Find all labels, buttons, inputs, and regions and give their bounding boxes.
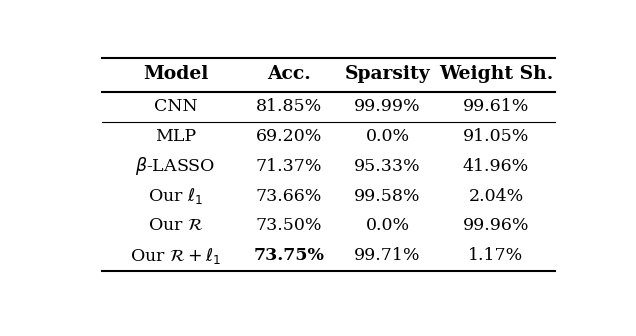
Text: 73.66%: 73.66% [256, 188, 322, 205]
Text: 73.75%: 73.75% [254, 247, 324, 264]
Text: 81.85%: 81.85% [256, 98, 322, 116]
Text: 99.71%: 99.71% [354, 247, 421, 264]
Text: Weight Sh.: Weight Sh. [439, 65, 553, 83]
Text: 95.33%: 95.33% [354, 158, 421, 175]
Text: Our $\ell_1$: Our $\ell_1$ [148, 186, 203, 206]
Text: MLP: MLP [155, 128, 196, 145]
Text: 2.04%: 2.04% [468, 188, 523, 205]
Text: CNN: CNN [154, 98, 197, 116]
Text: 99.61%: 99.61% [463, 98, 529, 116]
Text: 0.0%: 0.0% [366, 128, 410, 145]
Text: 99.99%: 99.99% [354, 98, 421, 116]
Text: Our $\mathcal{R} + \ell_1$: Our $\mathcal{R} + \ell_1$ [130, 246, 221, 266]
Text: 69.20%: 69.20% [256, 128, 322, 145]
Text: 99.58%: 99.58% [354, 188, 421, 205]
Text: 73.50%: 73.50% [256, 217, 322, 235]
Text: 1.17%: 1.17% [468, 247, 523, 264]
Text: Our $\mathcal{R}$: Our $\mathcal{R}$ [148, 217, 204, 235]
Text: 71.37%: 71.37% [256, 158, 322, 175]
Text: $\beta$-LASSO: $\beta$-LASSO [135, 156, 216, 177]
Text: 91.05%: 91.05% [463, 128, 529, 145]
Text: 0.0%: 0.0% [366, 217, 410, 235]
Text: 99.96%: 99.96% [463, 217, 529, 235]
Text: Sparsity: Sparsity [345, 65, 431, 83]
Text: Model: Model [143, 65, 209, 83]
Text: 41.96%: 41.96% [463, 158, 529, 175]
Text: Acc.: Acc. [267, 65, 311, 83]
